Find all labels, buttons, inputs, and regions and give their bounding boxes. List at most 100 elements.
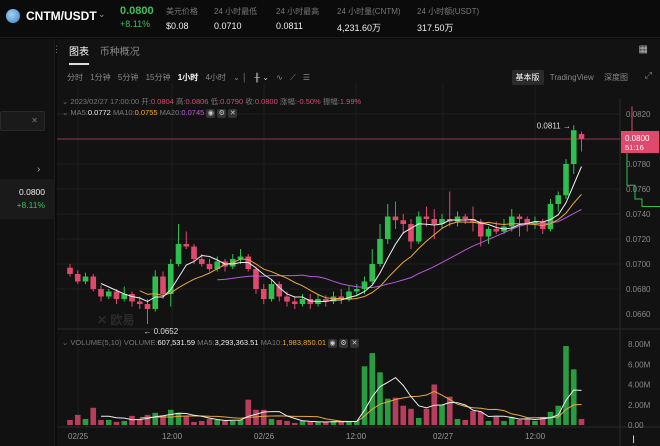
interval-15m[interactable]: 15分钟 (145, 73, 171, 82)
volume-bar (268, 418, 275, 425)
candle-body (377, 239, 383, 264)
candle-body (67, 267, 73, 274)
view-depth[interactable]: 深度图 (604, 73, 628, 82)
eye-icon[interactable]: ◉ (206, 109, 216, 118)
candle-body (284, 296, 290, 302)
view-tradingview[interactable]: TradingView (549, 73, 594, 82)
volume-bar (563, 346, 569, 425)
time-tick-label: 02/26 (254, 432, 275, 441)
view-basic[interactable]: 基本版 (511, 70, 544, 85)
fullscreen-icon[interactable]: ⤢ (644, 70, 652, 80)
volume-info: ⌄ VOLUME(5,10) VOLUME:607,531.59 MA5:3,2… (62, 338, 360, 348)
volume-bar (330, 420, 337, 425)
candle-body (191, 246, 197, 259)
chevron-down-icon[interactable]: ⌄ │ (233, 73, 248, 82)
ma-info: ⌄ MA5:0.0772 MA10:0.0755 MA20:0.0745 ◉ ⚙ ✕ (62, 108, 238, 118)
eye-icon[interactable]: ◉ (328, 339, 338, 348)
volume-bar (291, 422, 298, 425)
volume-bar (214, 419, 221, 425)
pair-selector[interactable]: CNTM/USDT (26, 9, 97, 23)
interval-toolbar: 分时 1分钟 5分钟 15分钟 1小时 4小时 ⌄ │ ╫ ⌄ ∿ ⟋ ☰ (67, 72, 315, 83)
candle-body (439, 219, 445, 224)
volume-bar (307, 421, 314, 425)
candle-body (299, 299, 306, 304)
layout-grid-icon[interactable]: ▦ (638, 44, 648, 55)
candlestick-chart[interactable]: ✕ 欧易 0.0820 0.0780 0.0760 0.0740 0.0720 0.0700… (57, 39, 660, 446)
watermark-logo: ✕ 欧易 (97, 312, 134, 327)
volume-bar (408, 408, 414, 425)
volume-bar (206, 418, 213, 425)
volume-bar (539, 416, 546, 425)
menu-icon[interactable]: ⋮ (52, 44, 61, 55)
volume-bar (175, 412, 182, 425)
volume-bar (315, 421, 321, 425)
chevron-down-icon[interactable]: ⌄ (98, 9, 106, 19)
candle-body (307, 299, 314, 304)
candle-body (524, 219, 531, 224)
volume-bar (369, 353, 376, 425)
close-icon[interactable]: ✕ (228, 109, 238, 118)
candle-body (508, 216, 515, 227)
price-tick-label: 0.0740 (626, 210, 651, 219)
candle-body (144, 304, 151, 309)
settings-list-icon[interactable]: ☰ (302, 73, 311, 82)
current-price-badge (621, 131, 659, 153)
time-tick-label: 12:00 (162, 432, 183, 441)
candle-body (470, 219, 476, 222)
ma20-line (217, 208, 582, 289)
price-tick-label: 0.0660 (626, 310, 651, 319)
volume-bar (144, 414, 151, 425)
volume-bar (353, 420, 360, 425)
candle-body (555, 195, 562, 204)
candle-body (260, 289, 267, 299)
gear-icon[interactable]: ⚙ (339, 339, 349, 348)
cursor-icon: I (632, 434, 635, 446)
time-tick-label: 02/25 (68, 432, 89, 441)
candle-body (415, 216, 422, 242)
interval-1m[interactable]: 1分钟 (90, 73, 111, 82)
time-tick-label: 12:00 (346, 432, 367, 441)
candle-body (105, 291, 112, 297)
max-price-label: 0.0811 → (537, 121, 571, 130)
candle-body (462, 216, 469, 219)
candle-body (578, 134, 585, 139)
close-icon[interactable]: ✕ (350, 339, 360, 348)
volume-bar (90, 407, 97, 425)
volume-bar (493, 416, 500, 425)
volume-bar (245, 399, 252, 425)
chart-panel: 图表 币种概况 ▦ 分时 1分钟 5分钟 15分钟 1小时 4小时 ⌄ │ ╫ … (57, 39, 660, 446)
price-tick-label: 0.0760 (626, 185, 651, 194)
indicator-icon[interactable]: ∿ (276, 73, 283, 82)
volume-bar (74, 414, 81, 425)
item-change: +8.11% (16, 200, 45, 210)
list-item[interactable]: 0.0800 +8.11% (0, 179, 55, 219)
candle-type-icon[interactable]: ╫ ⌄ (254, 73, 269, 82)
market-list-panel: ✕ › 0.0800 +8.11% (0, 39, 55, 446)
clear-icon[interactable]: ✕ (31, 116, 38, 125)
last-price: 0.0800 (120, 5, 154, 17)
interval-5m[interactable]: 5分钟 (117, 73, 139, 82)
volume-bar (129, 415, 135, 425)
volume-bar (524, 418, 531, 425)
volume-bar (477, 411, 484, 425)
candle-body (167, 264, 174, 294)
volume-bar (384, 398, 391, 425)
interval-1h[interactable]: 1小时 (177, 73, 199, 82)
chevron-right-icon[interactable]: › (37, 164, 41, 175)
search-input[interactable]: ✕ (0, 111, 45, 131)
volume-bar (113, 421, 120, 425)
candle-body (276, 284, 283, 297)
tab-coin-overview[interactable]: 币种概况 (99, 47, 140, 58)
tab-chart[interactable]: 图表 (69, 43, 89, 65)
draw-tool-icon[interactable]: ⟋ (290, 73, 296, 82)
volume-bar (237, 419, 244, 425)
candle-body (570, 130, 577, 164)
candle-body (516, 216, 523, 219)
candle-body (175, 244, 182, 264)
gear-icon[interactable]: ⚙ (217, 109, 227, 118)
market-header: CNTM/USDT ⌄ 0.0800 +8.11% 美元价格 $0.08 24 小… (0, 0, 660, 38)
interval-4h[interactable]: 4小时 (205, 73, 226, 82)
volume-tick-label: 6.00M (628, 360, 651, 369)
ma5-line (100, 166, 582, 303)
interval-timeline[interactable]: 分时 (67, 73, 83, 82)
